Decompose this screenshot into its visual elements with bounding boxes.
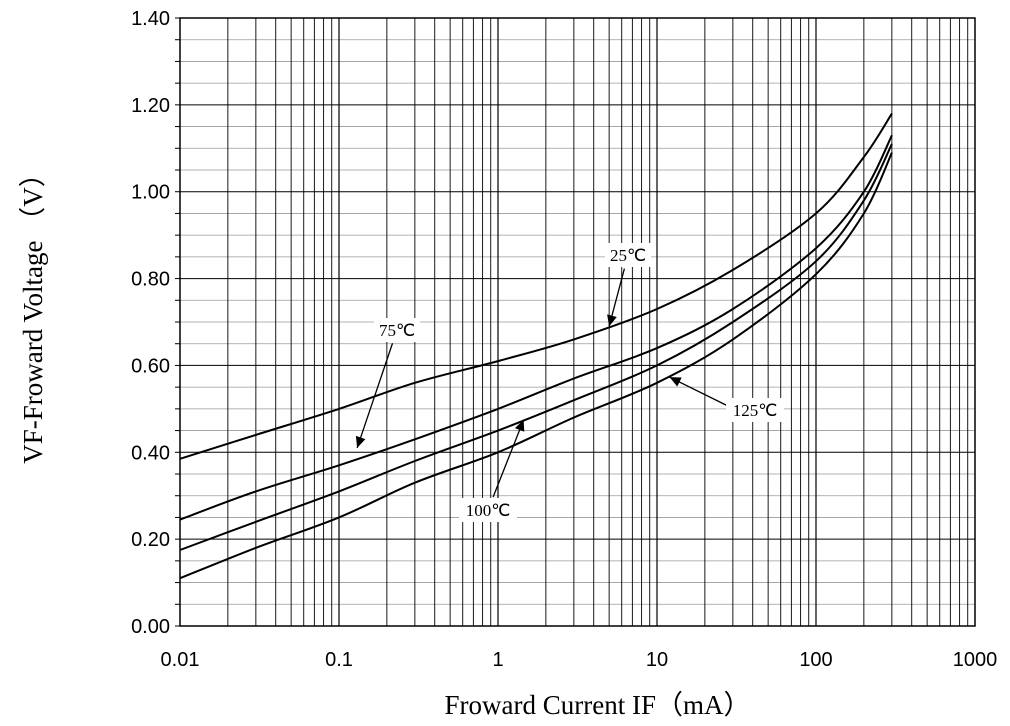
y-tick-label: 1.40	[131, 8, 170, 30]
y-tick-labels: 0.00 0.20 0.40 0.60 0.80 1.00 1.20 1.40	[131, 8, 170, 638]
y-tick-label: 1.20	[131, 95, 170, 117]
annotation-box	[605, 243, 651, 267]
y-axis-title: VF-Froward Voltage （V）	[18, 160, 48, 464]
annotation-arrowhead	[607, 314, 617, 327]
annotation-arrowhead	[355, 435, 366, 448]
annotation-arrowhead	[514, 419, 525, 432]
x-tick-labels: 0.01 0.1 1 10 100 1000	[161, 649, 998, 671]
y-tick-label: 0.80	[131, 269, 170, 291]
annotation-label: 100℃	[466, 501, 511, 520]
x-tick-label: 10	[646, 649, 668, 671]
y-tick-label: 0.00	[131, 616, 170, 638]
major-grid	[180, 18, 975, 626]
y-tick-label: 0.40	[131, 442, 170, 464]
annotation-arrow	[492, 419, 525, 498]
annotation-label: 75℃	[379, 321, 415, 340]
annotation-arrow	[356, 343, 394, 449]
x-tick-label: 1000	[953, 649, 998, 671]
x-tick-label: 0.01	[161, 649, 200, 671]
annotation-label: 125℃	[733, 401, 778, 420]
series-line-100c	[179, 143, 893, 551]
annotation-box	[726, 398, 784, 422]
y-tick-label: 0.20	[131, 529, 170, 551]
series-layer	[179, 112, 893, 580]
plot-frame	[179, 17, 976, 627]
annotation-box	[374, 318, 420, 342]
x-axis-title: Froward Current IF（mA）	[445, 690, 751, 720]
annotation-arrowhead	[669, 377, 682, 387]
series-line-125c	[179, 152, 893, 580]
x-tick-label: 100	[799, 649, 832, 671]
series-line-75c	[179, 134, 893, 521]
series-line-25c	[179, 112, 893, 460]
y-tick-label: 1.00	[131, 182, 170, 204]
y-tick-label: 0.60	[131, 355, 170, 377]
annotation-box	[459, 498, 517, 522]
x-tick-label: 0.1	[325, 649, 353, 671]
x-tick-label: 1	[492, 649, 503, 671]
annotation-label: 25℃	[610, 246, 646, 265]
annotation-layer: 25℃ 75℃ 100℃ 125℃	[355, 243, 784, 522]
